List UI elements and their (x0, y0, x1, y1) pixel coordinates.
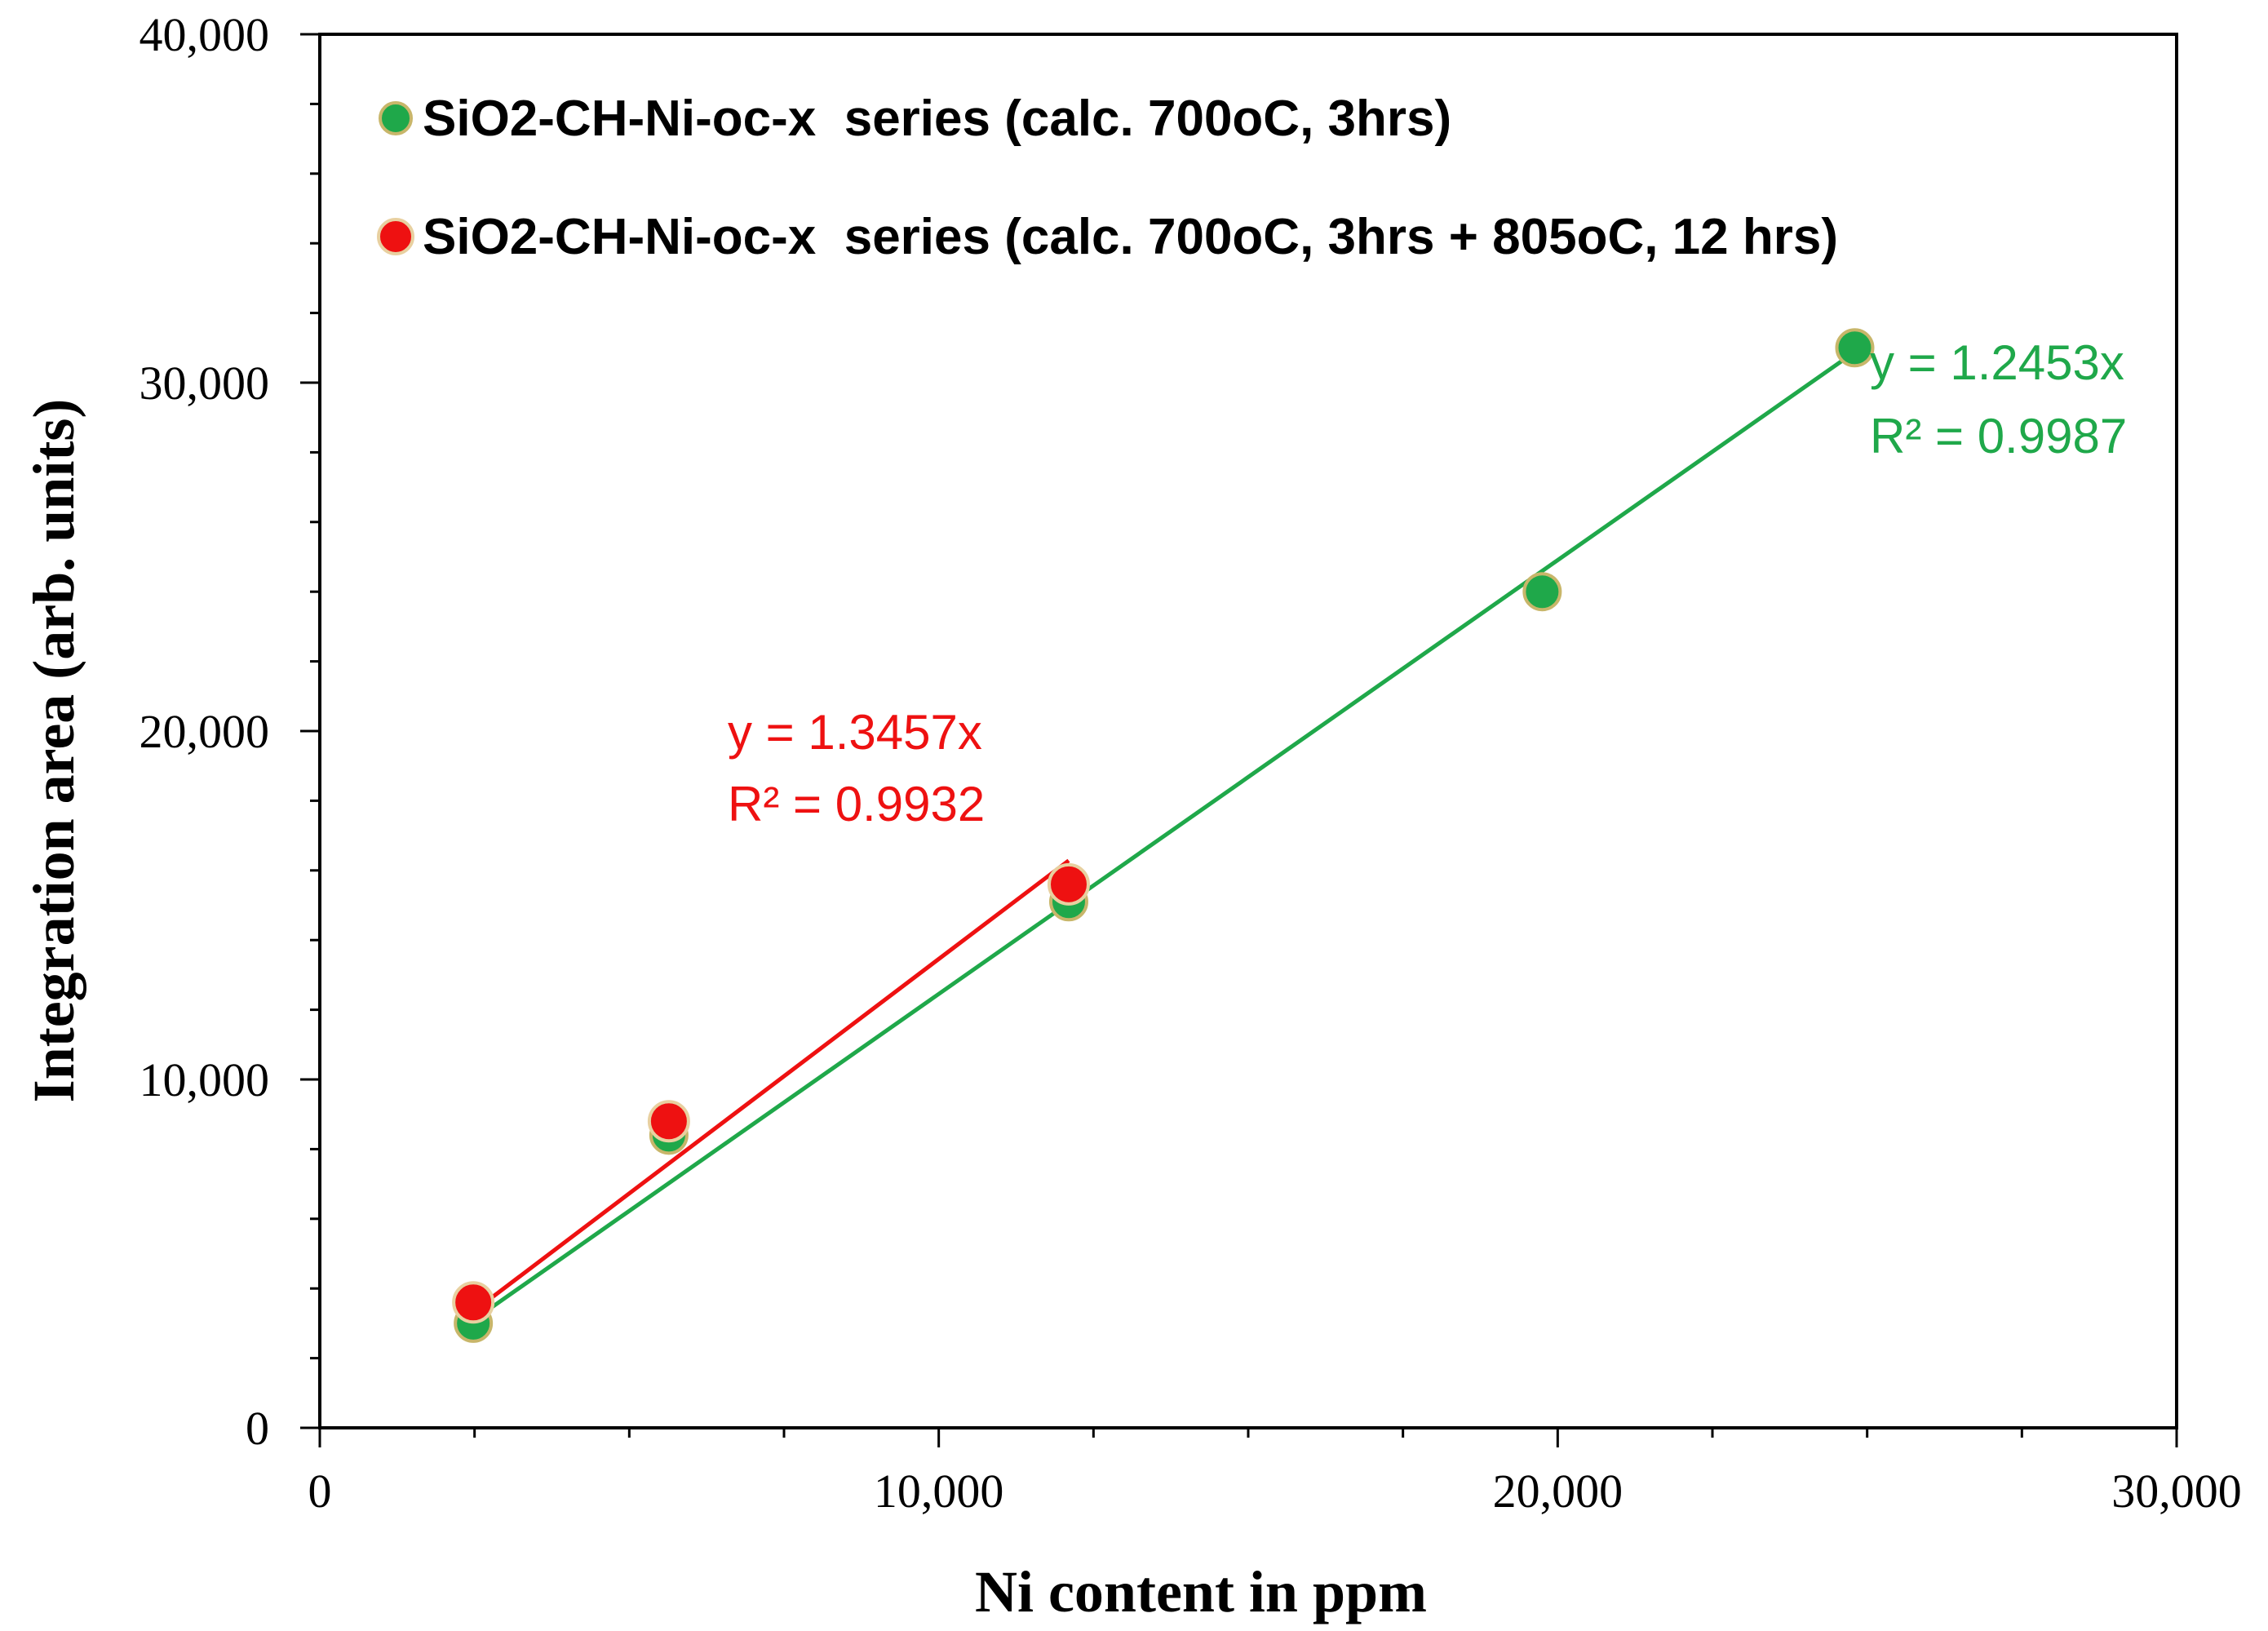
equation-series-2-formula: y = 1.3457x (728, 705, 982, 760)
y-tick-label: 0 (246, 1402, 269, 1455)
point-series-2 (452, 1281, 495, 1324)
equation-series-2: y = 1.3457x R² = 0.9932 (728, 705, 985, 831)
equation-series-1-formula: y = 1.2453x (1870, 335, 2124, 390)
point-series-2 (1047, 862, 1090, 906)
legend-label-series-1: SiO2-CH-Ni-oc-x series (calc. 700oC, 3hr… (423, 91, 1451, 147)
legend-marker-series-1 (379, 101, 413, 135)
legend-label-series-2: SiO2-CH-Ni-oc-x series (calc. 700oC, 3hr… (423, 209, 1838, 265)
x-tick-label: 20,000 (1493, 1465, 1623, 1518)
legend-marker-series-2 (377, 218, 414, 255)
x-tick-label: 0 (308, 1465, 332, 1518)
x-tick-label: 30,000 (2111, 1465, 2242, 1518)
trendlines-layer (472, 350, 1856, 1323)
y-tick-label: 20,000 (140, 705, 270, 758)
axes-layer (300, 33, 2178, 1447)
x-tick-label: 10,000 (874, 1465, 1004, 1518)
x-axis-title: Ni content in ppm (975, 1559, 1427, 1624)
y-axis-title: Integration area (arb. units) (21, 399, 86, 1103)
trendline-series-2 (472, 858, 1070, 1314)
point-series-1 (1835, 328, 1875, 368)
y-tick-label: 30,000 (140, 357, 270, 410)
legend: SiO2-CH-Ni-oc-x series (calc. 700oC, 3hr… (377, 91, 1838, 265)
point-series-1 (1522, 572, 1562, 612)
y-tick-label: 40,000 (140, 8, 270, 61)
equation-series-2-r2: R² = 0.9932 (728, 777, 985, 831)
trendline-series-1 (472, 350, 1856, 1323)
equation-series-1-r2: R² = 0.9987 (1870, 409, 2127, 463)
point-series-2 (647, 1100, 690, 1143)
equation-series-1: y = 1.2453x R² = 0.9987 (1870, 335, 2127, 463)
y-tick-label: 10,000 (140, 1053, 270, 1106)
points-layer (452, 328, 1875, 1343)
labels-layer: 0 10,000 20,000 30,000 0 10,000 20,000 30,000 40… (140, 8, 2242, 1518)
